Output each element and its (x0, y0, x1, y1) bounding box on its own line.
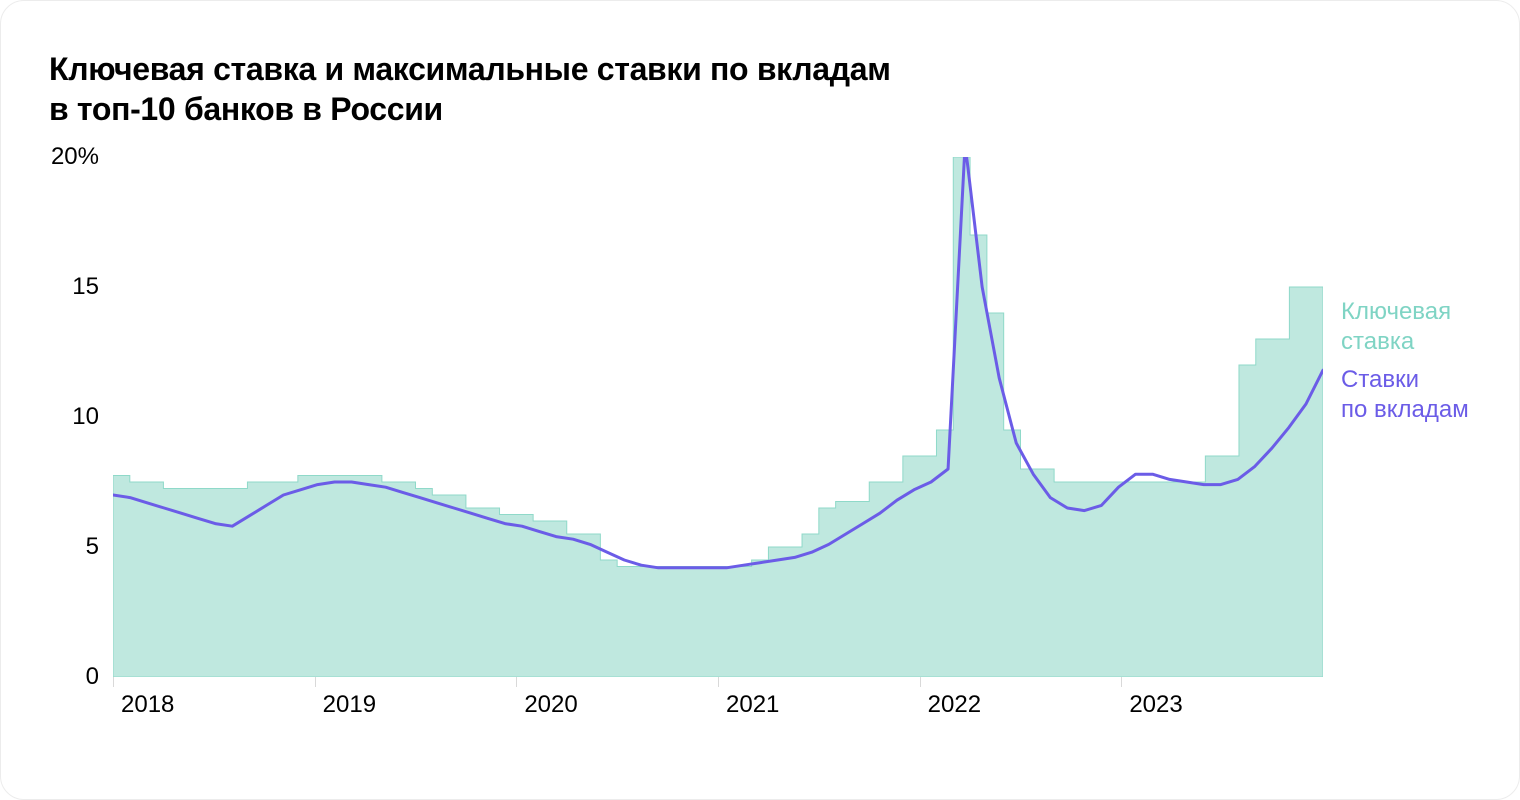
chart-title: Ключевая ставка и максимальные ставки по… (49, 49, 1479, 129)
area-series-key-rate (113, 157, 1323, 677)
x-axis: 2018 2019 2020 2021 2022 2023 (113, 677, 1323, 725)
x-tick-label: 2021 (726, 691, 779, 719)
y-tick-label: 0 (86, 663, 99, 691)
plot-area (113, 157, 1323, 677)
chart-row: 05101520% Ключевая ставкаСтавки по вклад… (49, 157, 1479, 677)
chart-svg (113, 157, 1323, 677)
x-tick-label: 2020 (524, 691, 577, 719)
y-tick-label: 15 (72, 273, 99, 301)
x-tick-mark (1121, 677, 1122, 687)
x-tick-label: 2018 (121, 691, 174, 719)
x-tick-mark (516, 677, 517, 687)
x-tick-label: 2022 (928, 691, 981, 719)
x-tick-mark (718, 677, 719, 687)
y-tick-label: 5 (86, 533, 99, 561)
legend: Ключевая ставка Ставки по вкладам (1341, 157, 1469, 677)
y-axis: 05101520% (49, 157, 113, 677)
x-tick-label: 2023 (1129, 691, 1182, 719)
legend-item: Ключевая ставка (1341, 297, 1469, 357)
y-tick-label: 20% (51, 143, 99, 171)
x-tick-mark (920, 677, 921, 687)
x-tick-mark (113, 677, 114, 687)
x-tick-mark (315, 677, 316, 687)
y-tick-label: 10 (72, 403, 99, 431)
chart-card: Ключевая ставка и максимальные ставки по… (0, 0, 1520, 800)
x-tick-label: 2019 (323, 691, 376, 719)
legend-item: Ставки по вкладам (1341, 365, 1469, 425)
